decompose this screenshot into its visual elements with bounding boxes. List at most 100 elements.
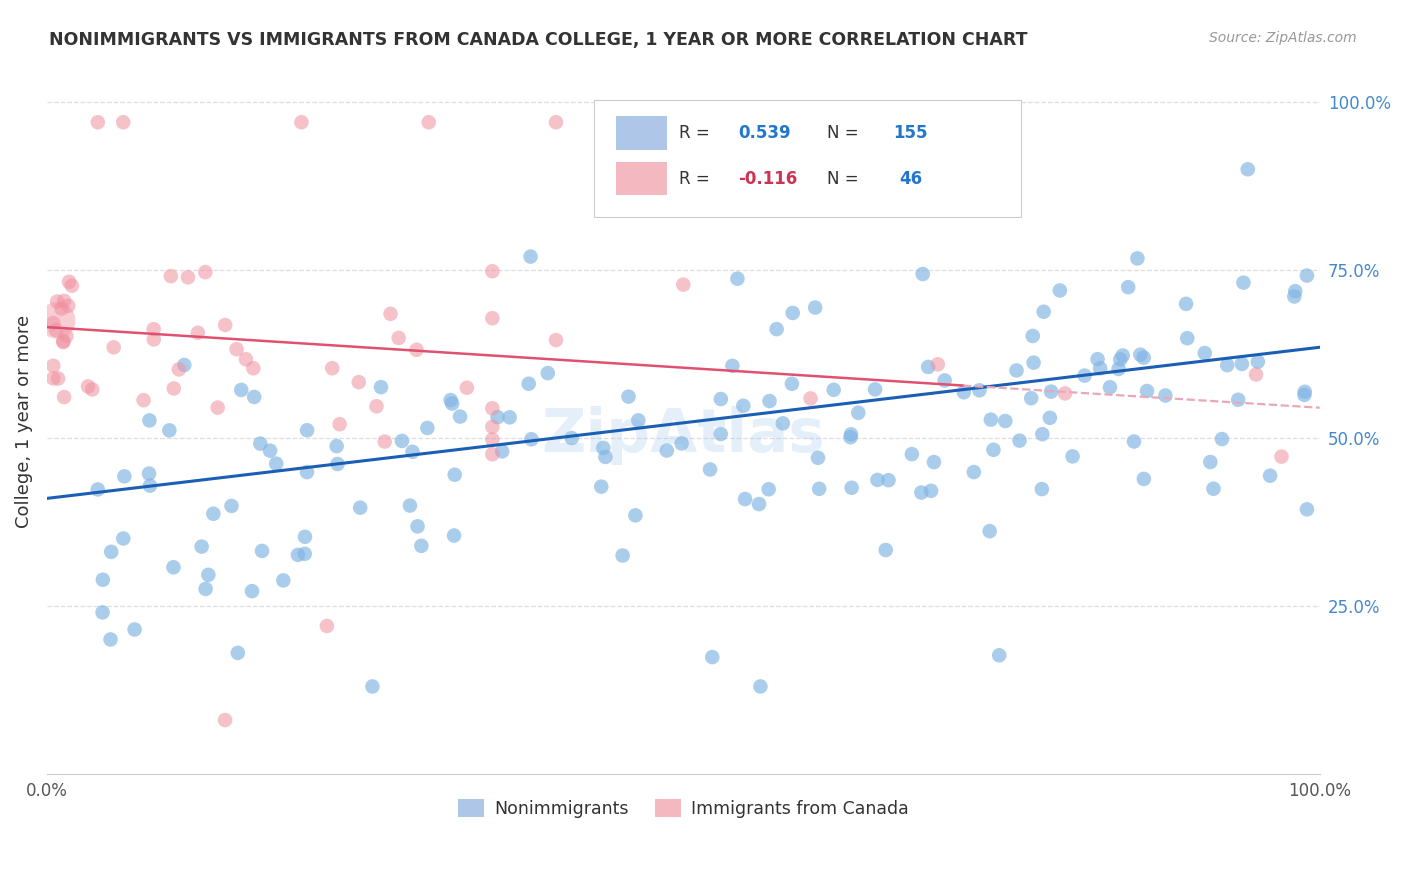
Point	[969, 384, 991, 398]
Point	[100, 545, 122, 559]
Point	[441, 396, 464, 410]
Point	[416, 421, 439, 435]
Point	[655, 443, 678, 458]
Point	[765, 322, 787, 336]
Point	[202, 507, 225, 521]
Point	[863, 383, 886, 397]
Point	[52, 334, 75, 349]
Point	[1112, 349, 1135, 363]
Point	[264, 457, 287, 471]
Point	[46, 294, 69, 309]
Point	[617, 390, 640, 404]
Point	[366, 399, 388, 413]
Point	[325, 439, 347, 453]
Point	[733, 399, 755, 413]
Point	[710, 427, 733, 442]
FancyBboxPatch shape	[595, 100, 1021, 217]
FancyBboxPatch shape	[616, 116, 666, 150]
Point	[920, 483, 942, 498]
Point	[799, 392, 821, 406]
Point	[748, 497, 770, 511]
Point	[927, 357, 949, 371]
Point	[544, 333, 567, 347]
Point	[1232, 276, 1254, 290]
Text: R =: R =	[679, 124, 710, 142]
Point	[1123, 434, 1146, 449]
Point	[87, 115, 110, 129]
Point	[846, 406, 869, 420]
Point	[624, 508, 647, 523]
Point	[672, 277, 695, 292]
Point	[772, 417, 794, 431]
Point	[242, 361, 264, 376]
Point	[823, 383, 845, 397]
Point	[749, 680, 772, 694]
Point	[391, 434, 413, 448]
Point	[994, 414, 1017, 428]
Point	[1211, 432, 1233, 446]
Point	[138, 413, 160, 427]
Point	[45, 323, 67, 337]
Point	[46, 371, 69, 385]
Point	[839, 427, 862, 442]
Point	[225, 343, 247, 357]
Point	[591, 480, 613, 494]
Point	[1132, 351, 1154, 365]
Point	[758, 394, 780, 409]
Point	[287, 548, 309, 562]
Point	[190, 540, 212, 554]
Point	[498, 410, 520, 425]
Text: 46: 46	[900, 169, 922, 187]
Point	[1296, 502, 1319, 516]
Point	[699, 462, 721, 476]
Point	[443, 467, 465, 482]
Point	[290, 115, 312, 129]
Point	[226, 646, 249, 660]
Point	[1022, 329, 1045, 343]
Point	[1136, 384, 1159, 398]
Point	[486, 410, 509, 425]
Point	[42, 316, 65, 330]
Point	[77, 379, 100, 393]
Point	[42, 371, 65, 385]
Point	[58, 275, 80, 289]
Point	[1284, 289, 1306, 303]
Point	[1194, 346, 1216, 360]
Point	[980, 412, 1002, 426]
Point	[456, 381, 478, 395]
Point	[194, 265, 217, 279]
Point	[910, 485, 932, 500]
Point	[52, 334, 75, 349]
Point	[294, 547, 316, 561]
Point	[160, 269, 183, 284]
Point	[42, 359, 65, 373]
Point	[240, 584, 263, 599]
Point	[58, 299, 80, 313]
Point	[138, 467, 160, 481]
Point	[710, 392, 733, 406]
Point	[1175, 297, 1198, 311]
Point	[963, 465, 986, 479]
Point	[235, 352, 257, 367]
Point	[1088, 361, 1111, 376]
Point	[979, 524, 1001, 538]
Point	[875, 543, 897, 558]
Point	[295, 423, 318, 437]
Point	[1230, 357, 1253, 371]
Point	[1270, 450, 1292, 464]
Point	[316, 619, 339, 633]
Point	[207, 401, 229, 415]
Point	[380, 307, 402, 321]
Point	[326, 457, 349, 471]
Point	[1049, 284, 1071, 298]
Point	[780, 376, 803, 391]
Y-axis label: College, 1 year or more: College, 1 year or more	[15, 315, 32, 528]
Point	[142, 322, 165, 336]
Point	[60, 278, 83, 293]
Text: R =: R =	[679, 169, 710, 187]
Point	[46, 313, 69, 327]
Point	[440, 393, 463, 408]
Point	[520, 432, 543, 446]
Point	[595, 450, 617, 464]
Point	[194, 582, 217, 596]
